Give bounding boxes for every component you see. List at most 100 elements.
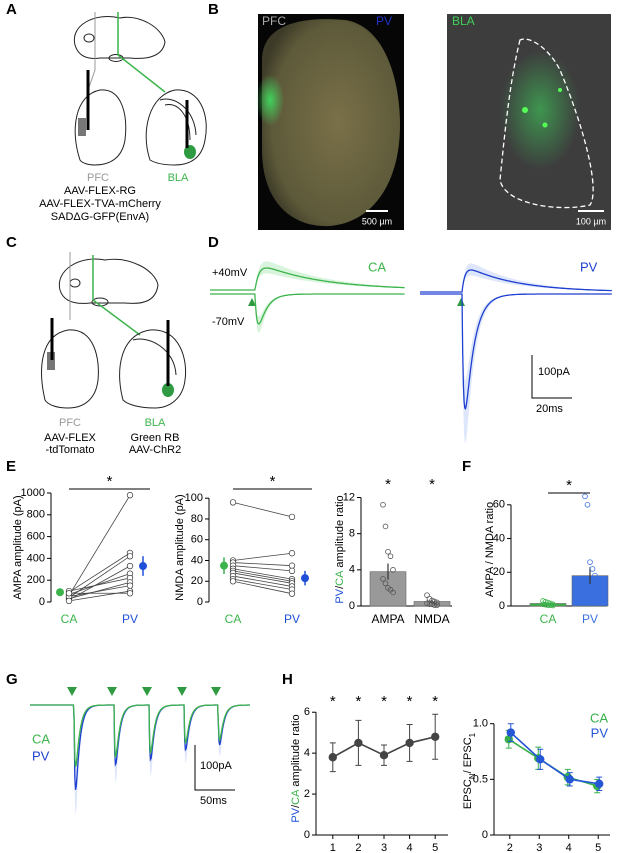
cell-point <box>592 598 598 604</box>
cell-point <box>431 602 438 608</box>
pair-line <box>68 494 131 596</box>
x-tick-label: CA <box>61 612 78 626</box>
y-tick-label: 40 <box>191 554 203 566</box>
trace-label: CA <box>32 731 50 746</box>
trace <box>210 293 405 325</box>
scale-label: 500 µm <box>362 216 392 226</box>
y-label-part: PV <box>290 807 302 822</box>
construct-label: SADΔG-GFP(EnvA) <box>51 211 149 223</box>
y-label-part: EPSC <box>462 779 474 809</box>
cell-point <box>380 501 386 508</box>
y-axis-label: EPSCN/ EPSC1 <box>462 732 477 809</box>
schematic-a <box>73 12 207 166</box>
pair-line <box>232 562 293 567</box>
cell-point <box>288 567 296 575</box>
cell-point <box>126 562 134 570</box>
region-label: BLA <box>168 172 189 184</box>
cell-point <box>288 550 296 557</box>
y-tick-label: 600 <box>27 531 45 543</box>
y-tick-label: 200 <box>27 574 45 586</box>
mean-point <box>139 562 147 571</box>
y-tick-label: 80 <box>191 513 203 525</box>
construct-label: AAV-FLEX <box>44 432 96 444</box>
y-tick-label: 0 <box>197 596 203 608</box>
x-tick-label: 3 <box>381 842 387 853</box>
panel-label: D <box>208 234 219 251</box>
cell-point <box>229 578 237 585</box>
x-tick-label: 4 <box>407 842 413 853</box>
pair-line <box>68 577 131 592</box>
cell-point <box>126 492 134 499</box>
y-tick-label: 0 <box>499 600 505 612</box>
panel-label: A <box>6 1 17 18</box>
cell-point <box>390 567 396 573</box>
trace <box>30 704 250 768</box>
construct-label: AAV-FLEX-RG <box>64 185 136 197</box>
pair-line <box>68 585 131 597</box>
x-tick-label: PV <box>582 612 598 626</box>
y-tick-label: 12 <box>343 491 355 503</box>
significance-label: * <box>566 477 572 494</box>
data-point <box>536 755 545 764</box>
y-tick-label: 60 <box>191 534 203 546</box>
panel-label: F <box>462 458 471 475</box>
stim-marker <box>457 298 465 306</box>
annotation: * <box>429 476 435 493</box>
trace <box>420 293 612 410</box>
data-point <box>565 775 574 784</box>
pair-line <box>232 501 293 518</box>
annotation: * <box>355 693 361 710</box>
mean-point <box>220 561 228 570</box>
x-tick-label: CA <box>225 612 242 626</box>
y-tick-label: 60 <box>493 499 505 511</box>
legend-entry: PV <box>591 725 609 740</box>
holding-label: -70mV <box>212 316 245 328</box>
region-label: BLA <box>145 417 166 429</box>
y-tick-label: 0 <box>349 600 355 612</box>
pair-line <box>232 572 293 584</box>
y-tick-label: 0 <box>482 829 488 841</box>
significance-label: * <box>107 473 113 490</box>
cell-point <box>587 559 593 565</box>
legend-entry: CA <box>590 710 608 725</box>
y-tick-label: 20 <box>191 575 203 587</box>
y-label-part: CA <box>290 789 302 805</box>
significance-label: * <box>270 473 276 490</box>
x-tick-label: CA <box>540 612 557 626</box>
trace-band <box>210 261 405 290</box>
pair-line <box>68 552 131 593</box>
y-tick-label: 6 <box>304 706 310 718</box>
cell-point <box>382 580 389 587</box>
pair-line <box>232 570 293 582</box>
construct-label: AAV-ChR2 <box>129 444 181 456</box>
y-tick-label: 0.5 <box>473 773 488 785</box>
scale-label: 100 µm <box>576 216 606 226</box>
cell-point <box>288 590 296 597</box>
image-label: PV <box>376 14 392 28</box>
y-axis-label: PV/CA amplitude ratio <box>290 714 302 822</box>
x-tick-label: 2 <box>355 842 361 853</box>
data-point <box>354 738 363 748</box>
y-tick-label: 0 <box>39 596 45 608</box>
construct-label: Green RB <box>131 432 180 444</box>
y-label-part: amplitude ratio <box>290 714 302 786</box>
trace-label: PV <box>32 748 50 763</box>
y-tick-label: 40 <box>493 532 505 544</box>
cell-point <box>288 562 296 569</box>
stim-marker <box>211 687 221 696</box>
scale-label: 50ms <box>200 795 227 807</box>
scale-bar <box>194 745 235 791</box>
x-tick-label: PV <box>122 612 138 626</box>
data-point <box>595 779 604 788</box>
stim-marker <box>177 687 187 696</box>
panel-label: B <box>208 1 219 18</box>
cell-point <box>589 566 596 572</box>
x-tick-label: NMDA <box>414 612 449 626</box>
cell-point <box>582 493 588 500</box>
y-tick-label: 2 <box>304 788 310 800</box>
pair-line <box>232 578 293 590</box>
x-tick-label: 4 <box>566 842 572 853</box>
y-label-part: 1 <box>468 732 477 737</box>
